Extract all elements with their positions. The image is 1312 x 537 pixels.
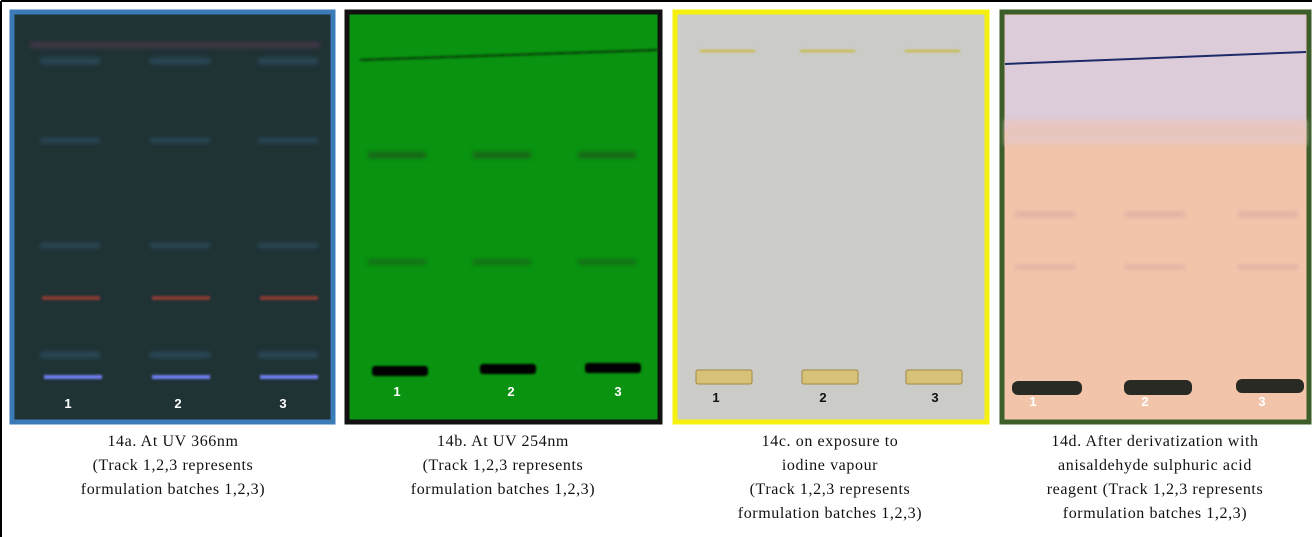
caption-line: formulation batches 1,2,3) — [81, 481, 265, 498]
caption-line: formulation batches 1,2,3) — [1063, 505, 1247, 522]
track-label: 3 — [931, 390, 938, 405]
track-label: 2 — [1141, 394, 1148, 409]
track-label: 3 — [279, 396, 286, 411]
track-label: 2 — [819, 390, 826, 405]
caption-line: 14d. After derivatization with — [1051, 433, 1258, 450]
track-label: 3 — [614, 384, 621, 399]
plate-b: 1 2 3 — [347, 12, 660, 422]
plate-c: 1 2 3 — [675, 12, 987, 422]
track-label: 3 — [1258, 394, 1265, 409]
caption-line: anisaldehyde sulphuric acid — [1058, 457, 1252, 474]
caption-line: (Track 1,2,3 represents — [750, 481, 911, 498]
plate-d: 1 2 3 — [1002, 12, 1309, 422]
caption-line: (Track 1,2,3 represents — [423, 457, 584, 474]
caption-line: formulation batches 1,2,3) — [738, 505, 922, 522]
track-label: 1 — [712, 390, 719, 405]
caption-line: (Track 1,2,3 represents — [93, 457, 254, 474]
caption-line: 14c. on exposure to — [762, 433, 899, 450]
figure: 1 2 3 1 2 3 1 2 3 — [0, 0, 1312, 537]
captions: 14a. At UV 366nm (Track 1,2,3 represents… — [81, 433, 1264, 522]
caption-line: 14b. At UV 254nm — [437, 433, 569, 450]
caption-line: formulation batches 1,2,3) — [411, 481, 595, 498]
track-label: 2 — [507, 384, 514, 399]
track-label: 1 — [64, 396, 71, 411]
caption-line: iodine vapour — [782, 457, 878, 474]
plate-a: 1 2 3 — [12, 12, 333, 422]
track-label: 1 — [393, 384, 400, 399]
track-label: 1 — [1029, 394, 1036, 409]
caption-line: reagent (Track 1,2,3 represents — [1047, 481, 1264, 498]
caption-line: 14a. At UV 366nm — [107, 433, 238, 450]
track-label: 2 — [174, 396, 181, 411]
